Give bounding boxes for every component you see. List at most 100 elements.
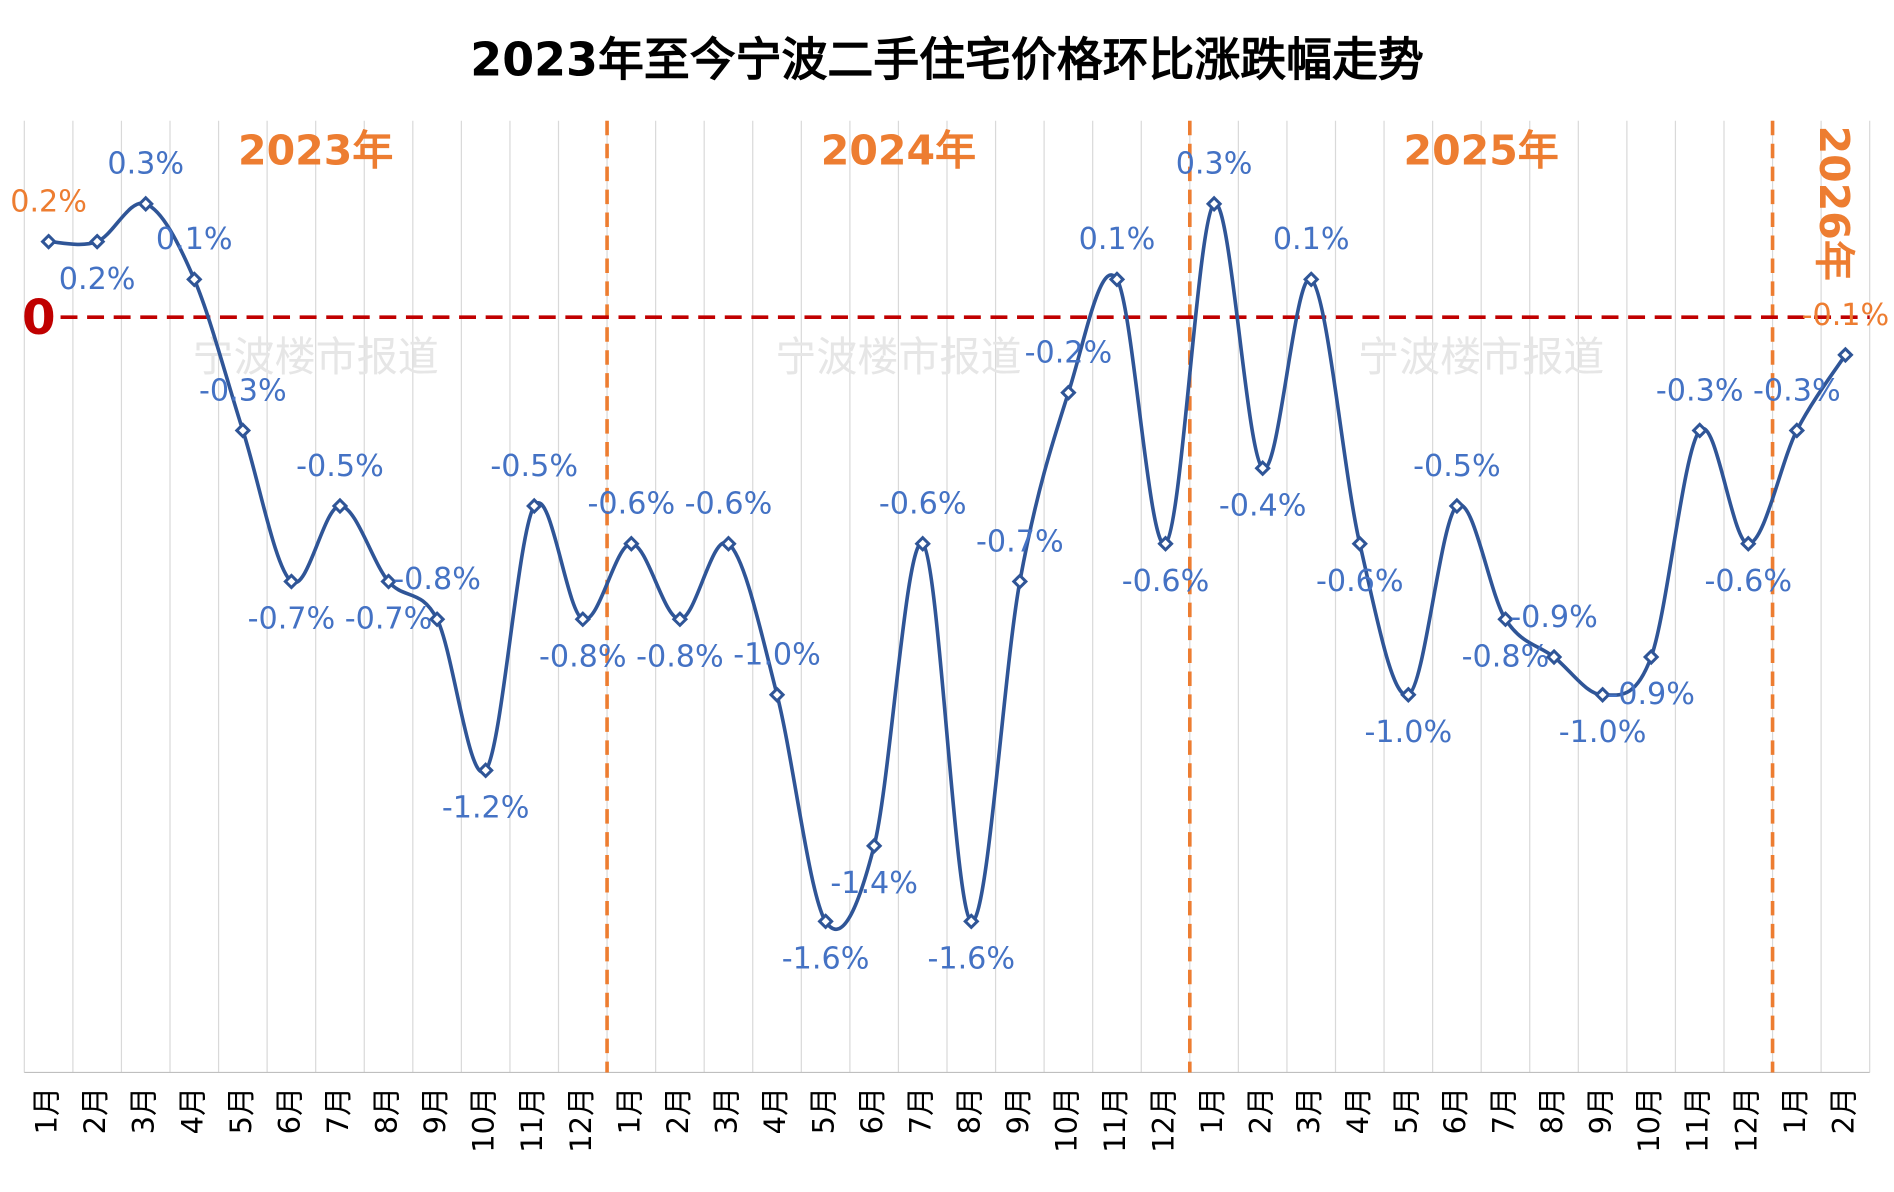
marker xyxy=(1642,648,1660,666)
x-tick-label: 3月 xyxy=(127,1087,161,1134)
x-tick-label: 10月 xyxy=(1049,1087,1083,1153)
x-tick-label: 9月 xyxy=(1584,1087,1618,1134)
year-label: 2026年 xyxy=(1810,126,1858,281)
marker xyxy=(1351,535,1368,552)
x-tick-label: 8月 xyxy=(952,1087,986,1134)
marker xyxy=(1497,611,1514,628)
x-tick-label: 5月 xyxy=(807,1087,841,1134)
x-tick-label: 12月 xyxy=(1147,1087,1181,1153)
marker xyxy=(1691,422,1708,439)
marker xyxy=(865,837,883,855)
x-tick-label: 12月 xyxy=(564,1087,598,1153)
marker xyxy=(477,762,494,779)
x-tick-label: 7月 xyxy=(1486,1087,1520,1134)
data-label: -0.6% xyxy=(879,487,967,522)
data-label: 0.1% xyxy=(156,222,233,257)
x-tick-label: 5月 xyxy=(224,1087,258,1134)
marker xyxy=(574,611,591,628)
year-label: 2025年 xyxy=(1404,126,1559,174)
data-label: -0.3% xyxy=(1753,373,1841,408)
data-label: -0.2% xyxy=(1025,336,1113,371)
data-label: -0.5% xyxy=(296,449,384,484)
marker xyxy=(331,497,349,515)
data-label: -0.6% xyxy=(1316,564,1404,599)
x-tick-label: 8月 xyxy=(370,1087,404,1134)
marker xyxy=(1157,535,1174,552)
x-tick-label: 5月 xyxy=(1389,1087,1423,1134)
x-tick-label: 4月 xyxy=(1341,1087,1375,1134)
data-label: -0.6% xyxy=(1122,564,1210,599)
data-label: 0.3% xyxy=(1176,147,1253,182)
x-tick-label: 3月 xyxy=(709,1087,743,1134)
marker xyxy=(817,913,834,930)
marker xyxy=(88,233,106,250)
x-tick-label: 2月 xyxy=(1826,1087,1860,1134)
y-tick-label: 0 xyxy=(22,290,56,346)
watermark: 宁波楼市报道 xyxy=(193,333,439,381)
x-tick-label: 4月 xyxy=(175,1087,209,1134)
marker xyxy=(234,422,252,439)
data-label: -0.5% xyxy=(490,449,578,484)
data-label: -1.4% xyxy=(830,866,918,901)
x-tick-label: 2月 xyxy=(1244,1087,1278,1134)
data-label: -0.3% xyxy=(1656,373,1744,408)
data-label: 0.1% xyxy=(1079,222,1156,257)
data-label: -0.7% xyxy=(248,602,336,637)
x-tick-label: 6月 xyxy=(1438,1087,1472,1134)
marker xyxy=(1545,648,1563,666)
marker xyxy=(1837,346,1854,364)
x-tick-label: 2月 xyxy=(661,1087,695,1134)
x-tick-label: 6月 xyxy=(855,1087,889,1134)
marker xyxy=(137,195,154,213)
marker xyxy=(283,573,300,590)
marker xyxy=(1011,573,1029,590)
data-label: -1.6% xyxy=(782,942,870,977)
x-tick-label: 9月 xyxy=(1001,1087,1035,1134)
x-tick-label: 11月 xyxy=(1098,1087,1132,1153)
marker xyxy=(1205,195,1223,213)
data-label: 0.2% xyxy=(59,262,136,297)
marker xyxy=(1400,686,1417,703)
watermark: 宁波楼市报道 xyxy=(775,333,1021,381)
marker xyxy=(40,233,57,250)
marker xyxy=(380,573,397,590)
marker xyxy=(1594,686,1611,703)
data-label: -1.0% xyxy=(733,638,821,673)
data-label: -1.0% xyxy=(1365,715,1453,750)
x-tick-label: 8月 xyxy=(1535,1087,1569,1134)
marker xyxy=(914,535,931,552)
data-label: -0.8% xyxy=(393,562,481,597)
marker xyxy=(671,611,689,628)
data-label: -0.8% xyxy=(539,639,627,674)
data-label: 0.2% xyxy=(10,184,87,219)
x-tick-label: 1月 xyxy=(1778,1087,1812,1134)
data-label: -0.3% xyxy=(199,373,287,408)
marker xyxy=(1740,535,1757,552)
data-label: -0.5% xyxy=(1413,449,1501,484)
data-label: -0.7% xyxy=(976,524,1064,559)
data-label: -0.9% xyxy=(1510,600,1598,635)
data-label: -1.6% xyxy=(927,942,1015,977)
marker xyxy=(1448,497,1466,515)
x-tick-label: 11月 xyxy=(1681,1087,1715,1153)
data-label: -0.8% xyxy=(636,639,724,674)
chart-title: 2023年至今宁波二手住宅价格环比涨跌幅走势 xyxy=(470,32,1423,86)
year-label: 2024年 xyxy=(821,126,976,174)
marker xyxy=(963,913,980,930)
marker xyxy=(428,611,446,628)
data-label: 0.1% xyxy=(1273,222,1350,257)
marker xyxy=(526,497,543,515)
data-label: -0.8% xyxy=(1462,639,1550,674)
year-label: 2023年 xyxy=(238,126,393,174)
watermark: 宁波楼市报道 xyxy=(1358,333,1604,381)
data-label: -0.4% xyxy=(1219,488,1307,523)
x-tick-label: 6月 xyxy=(272,1087,306,1134)
marker xyxy=(1788,422,1806,439)
data-label: -0.6% xyxy=(685,487,773,522)
data-label: -0.7% xyxy=(345,602,433,637)
marker xyxy=(1254,460,1271,477)
x-tick-label: 7月 xyxy=(321,1087,355,1134)
series-line xyxy=(48,201,1847,931)
